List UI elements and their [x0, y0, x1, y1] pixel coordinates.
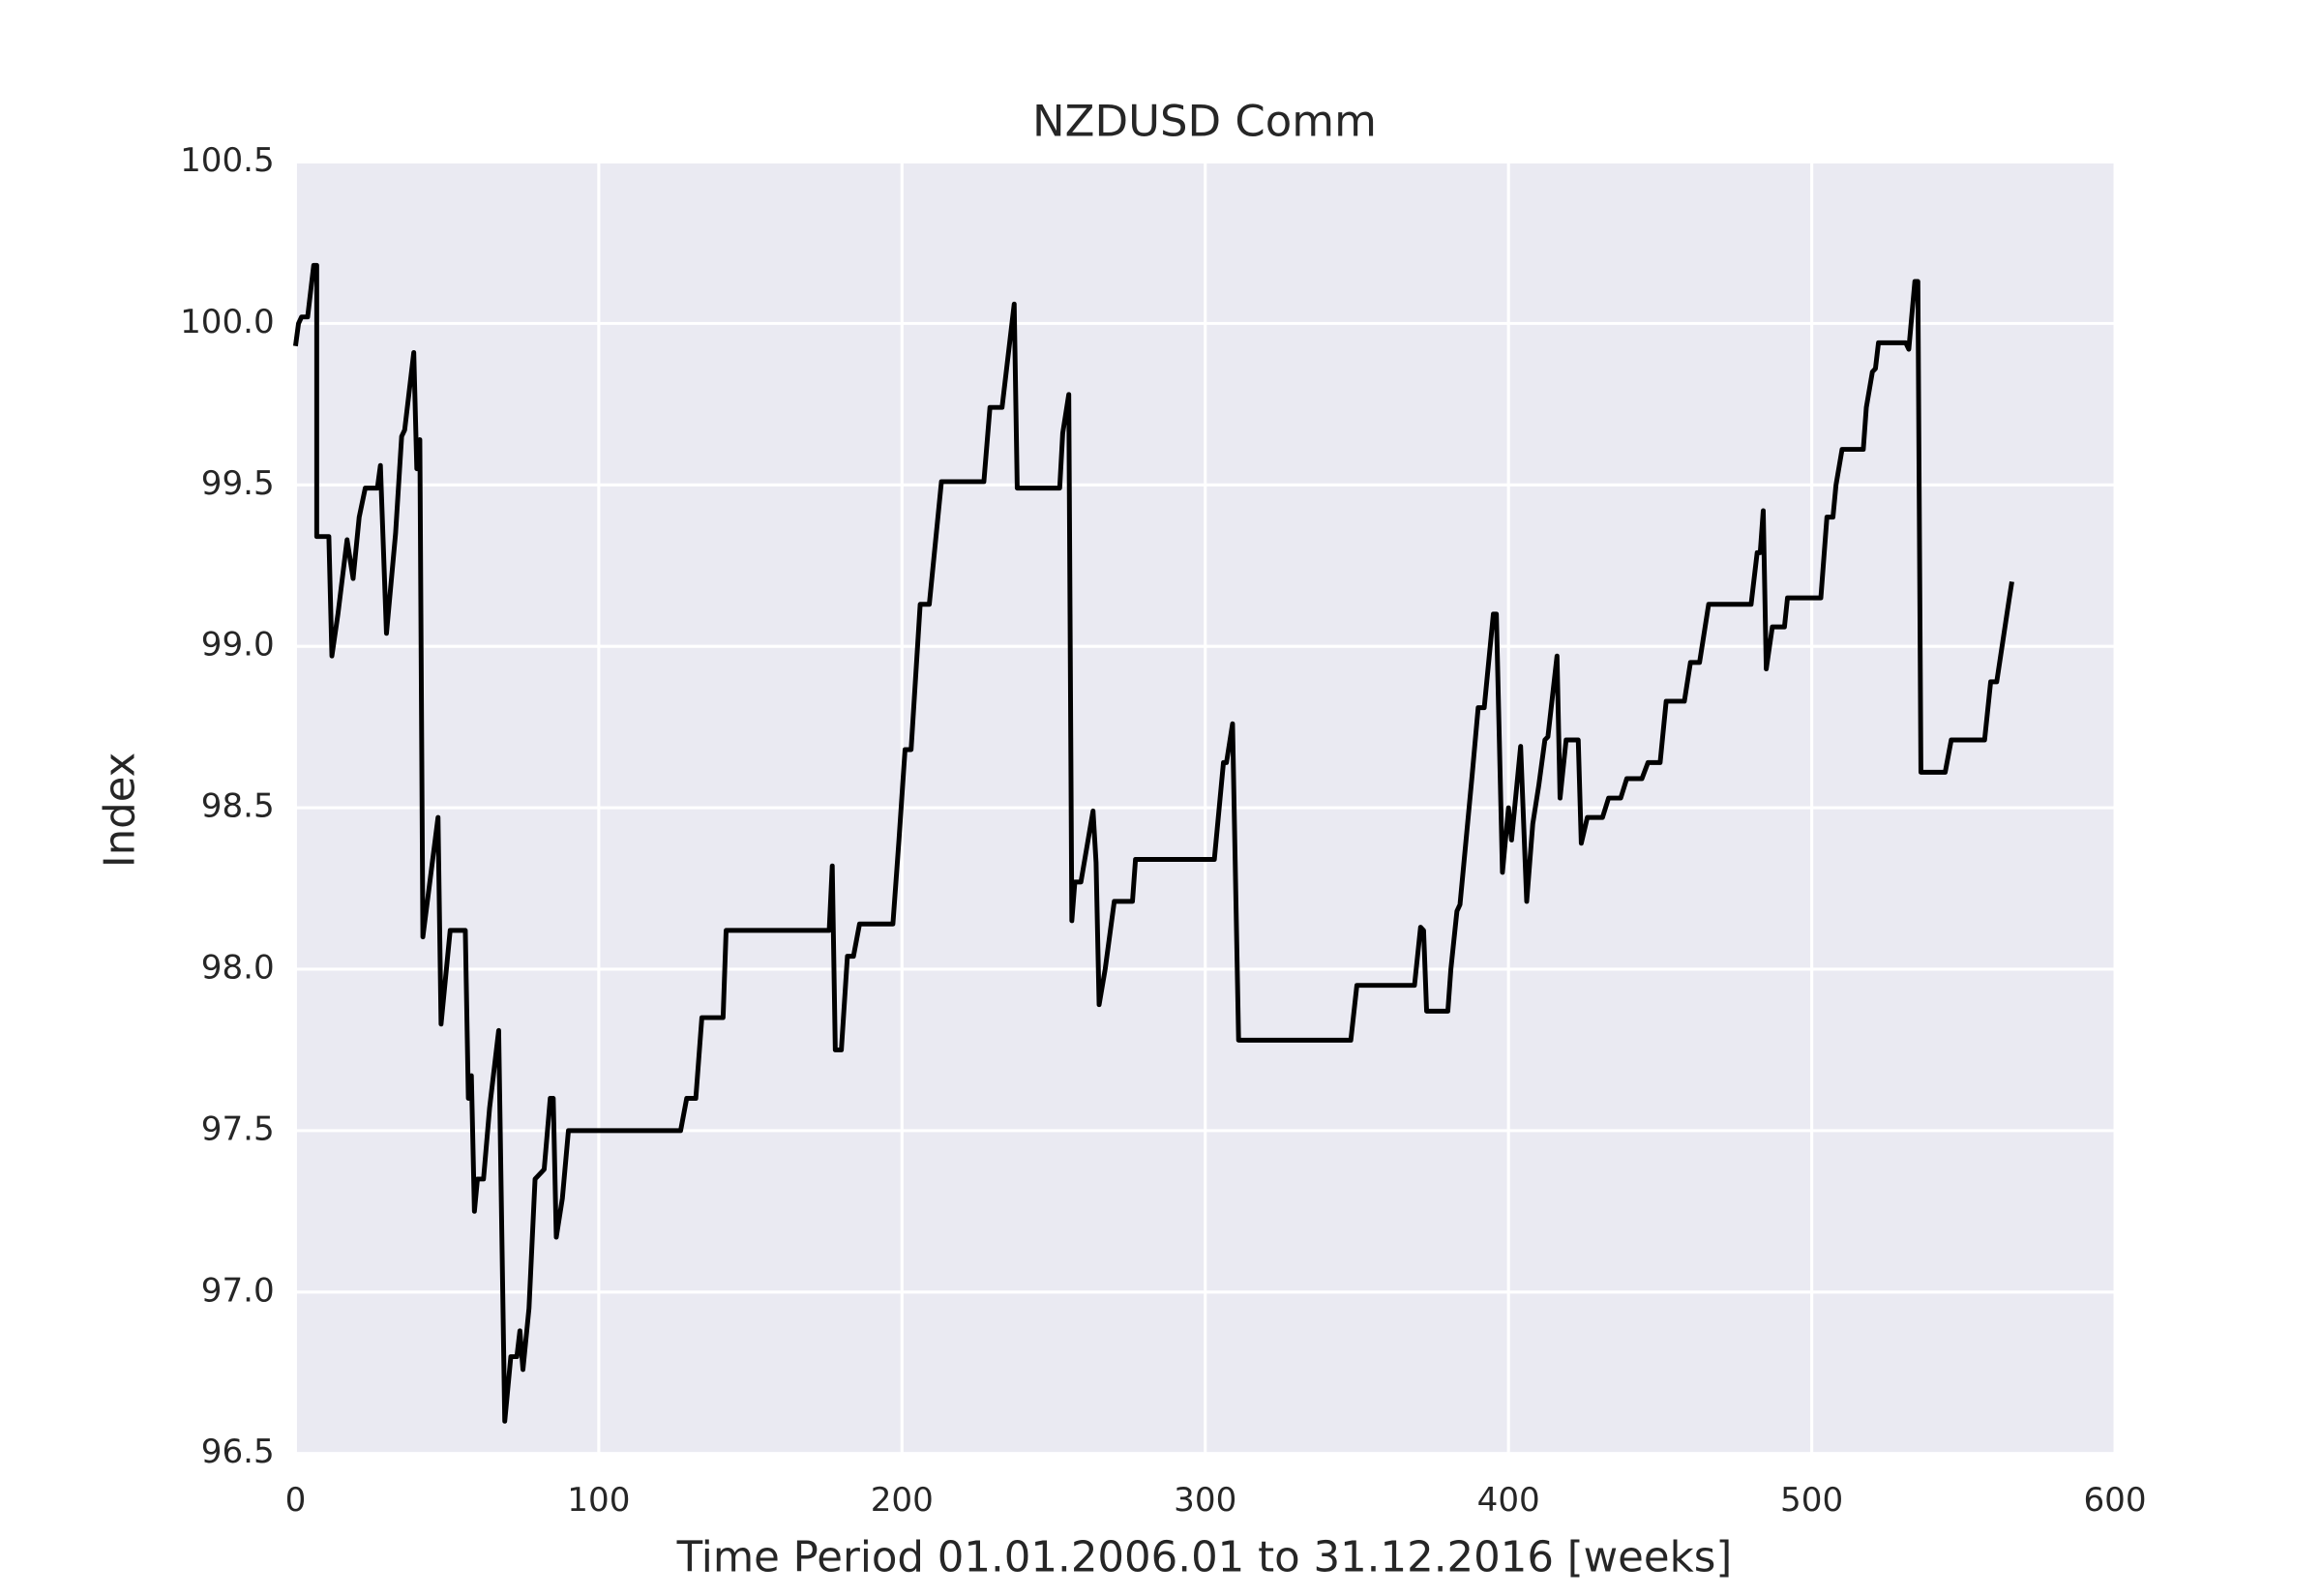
y-tick-label: 100.5	[180, 141, 275, 180]
y-tick-label: 99.5	[201, 464, 275, 503]
y-tick-label: 97.5	[201, 1109, 275, 1148]
y-tick-label: 97.0	[201, 1271, 275, 1310]
x-tick-label: 400	[1477, 1481, 1540, 1520]
x-tick-label: 0	[285, 1481, 307, 1520]
line-series	[292, 262, 2014, 1424]
y-axis-label: Index	[97, 753, 145, 869]
x-tick-label: 200	[871, 1481, 934, 1520]
x-tick-label: 600	[2083, 1481, 2146, 1520]
x-tick-label: 500	[1780, 1481, 1843, 1520]
marks	[292, 262, 2014, 1424]
y-tick-label: 98.5	[201, 787, 275, 826]
labels: 96.5 97.0 97.5 98.0 98.5 99.0 99.5 100.0 100.5 0 1…	[180, 141, 2147, 1520]
x-tick-label: 300	[1174, 1481, 1236, 1520]
y-tick-label: 99.0	[201, 626, 275, 665]
y-tick-label: 96.5	[201, 1433, 275, 1471]
y-tick-label: 98.0	[201, 948, 275, 987]
y-tick-label: 100.0	[180, 303, 275, 341]
x-tick-label: 100	[567, 1481, 630, 1520]
chart-title: NZDUSD Comm	[1032, 96, 1377, 147]
x-axis-label: Time Period 01.01.2006.01 to 31.12.2016 …	[676, 1533, 1733, 1581]
